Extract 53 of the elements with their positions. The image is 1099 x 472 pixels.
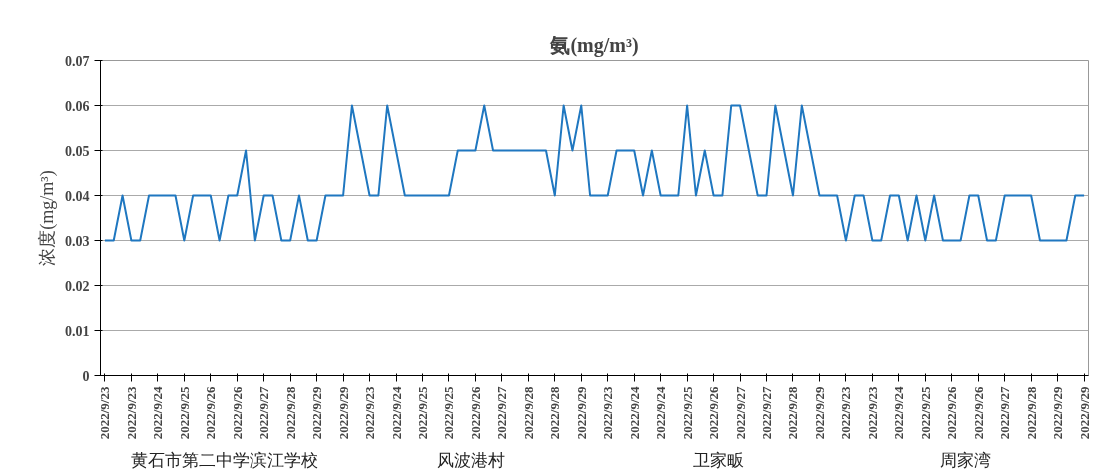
x-tick-label: 2022/9/27 [732, 386, 748, 440]
x-tick-label: 2022/9/25 [441, 386, 457, 440]
x-tick-label: 2022/9/23 [600, 386, 616, 440]
x-tick-label: 2022/9/29 [573, 386, 589, 440]
x-tick-label: 2022/9/27 [256, 386, 272, 440]
y-tick-label: 0.07 [65, 53, 90, 69]
x-tick-label: 2022/9/26 [944, 386, 960, 440]
x-tick-label: 2022/9/29 [309, 386, 325, 440]
x-tick-label: 2022/9/27 [759, 386, 775, 440]
line-series [103, 104, 1086, 242]
x-tick-label: 2022/9/29 [335, 386, 351, 440]
y-tick-label: 0 [82, 368, 90, 384]
y-tick-label: 0.01 [65, 323, 90, 339]
x-tick-label: 2022/9/28 [520, 386, 536, 440]
x-tick-label: 2022/9/23 [97, 386, 113, 440]
x-tick-label: 2022/9/26 [706, 386, 722, 440]
x-tick-label: 2022/9/23 [123, 386, 139, 440]
y-tick-label: 0.06 [65, 98, 90, 114]
text: 卫家畈 [692, 450, 744, 470]
x-tick-label: 2022/9/26 [229, 386, 245, 440]
x-tick-label: 2022/9/29 [811, 386, 827, 440]
x-tick-label: 2022/9/24 [653, 386, 669, 440]
y-axis-title: 浓度(mg/m³) [37, 170, 58, 266]
text: 风波港村 [437, 450, 505, 470]
y-tick-label: 0.03 [65, 233, 90, 249]
x-tick-label: 2022/9/24 [388, 386, 404, 440]
text: 黄石市第二中学滨江学校 [130, 450, 318, 470]
x-tick-label: 2022/9/28 [547, 386, 563, 440]
x-tick-label: 2022/9/24 [891, 386, 907, 440]
x-tick-label: 2022/9/24 [626, 386, 642, 440]
x-tick-label: 2022/9/24 [150, 386, 166, 440]
x-tick-label: 2022/9/25 [917, 386, 933, 440]
x-tick-label: 2022/9/23 [838, 386, 854, 440]
y-tick-label: 0.04 [65, 188, 90, 204]
x-tick-label: 2022/9/25 [679, 386, 695, 440]
text: 周家湾 [939, 450, 991, 470]
x-tick-label: 2022/9/27 [494, 386, 510, 440]
x-tick-label: 2022/9/23 [864, 386, 880, 440]
x-tick-label: 2022/9/27 [997, 386, 1013, 440]
x-tick-label: 2022/9/29 [1076, 386, 1092, 440]
x-tick-label: 2022/9/23 [362, 386, 378, 440]
x-tick-label: 2022/9/26 [970, 386, 986, 440]
y-tick-label: 0.05 [65, 143, 90, 159]
x-tick-label: 2022/9/28 [1023, 386, 1039, 440]
y-tick-label: 0.02 [65, 278, 90, 294]
x-tick-label: 2022/9/25 [176, 386, 192, 440]
x-tick-label: 2022/9/29 [1050, 386, 1066, 440]
x-tick-label: 2022/9/26 [467, 386, 483, 440]
x-tick-label: 2022/9/25 [414, 386, 430, 440]
x-tick-label: 2022/9/28 [282, 386, 298, 440]
x-tick-label: 2022/9/28 [785, 386, 801, 440]
x-tick-label: 2022/9/26 [203, 386, 219, 440]
chart-title: 氨(mg/m³) [549, 33, 639, 57]
